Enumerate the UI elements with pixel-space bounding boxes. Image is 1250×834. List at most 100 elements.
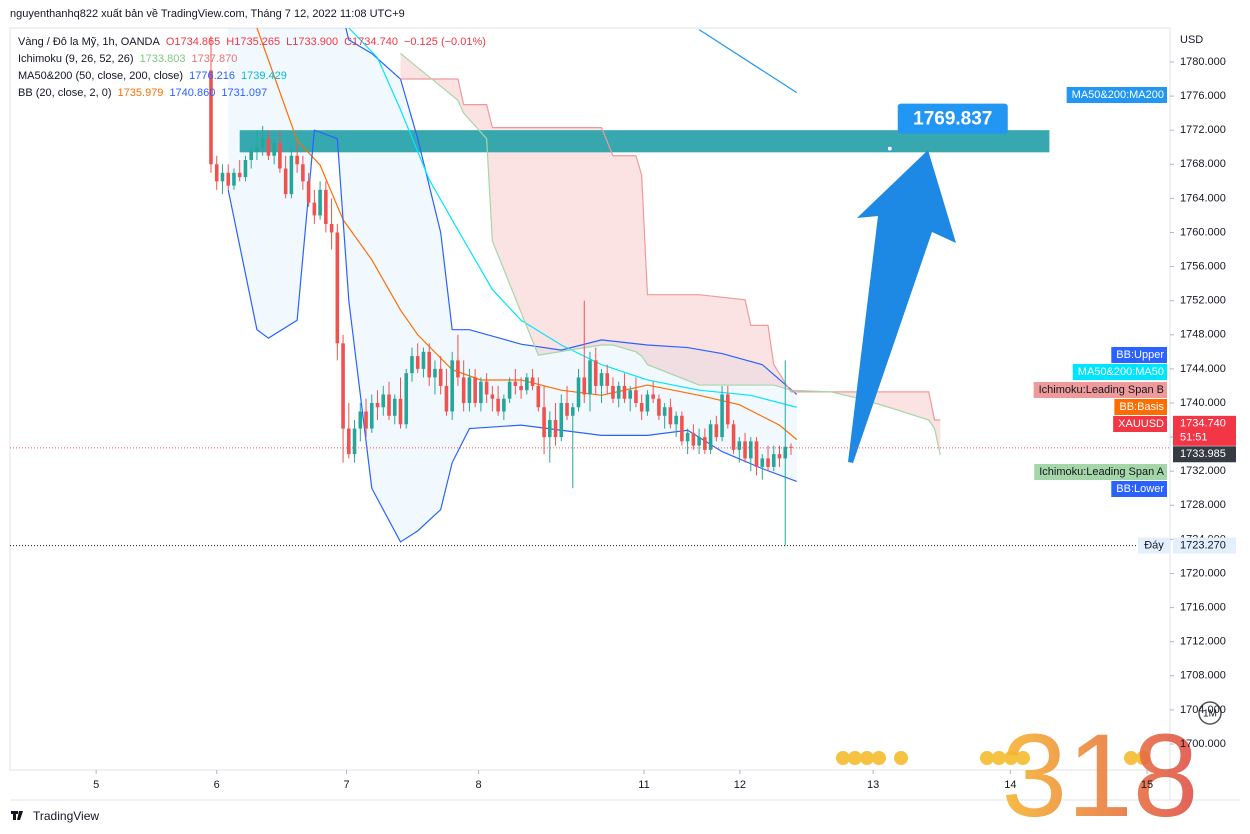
zone-rect <box>239 130 1050 153</box>
candle-body <box>289 155 294 195</box>
indicator-line <box>345 28 798 395</box>
candle-body <box>760 458 765 467</box>
candle-body <box>381 394 386 408</box>
candle-body <box>519 385 523 391</box>
y-tick-label: 1712.000 <box>1180 636 1226 648</box>
candle-body <box>743 441 747 459</box>
ichimoku-cloud <box>400 53 941 455</box>
x-tick-label: 15 <box>1141 779 1153 791</box>
low-tag <box>1173 537 1236 554</box>
candle-body <box>599 373 604 386</box>
candle-body <box>415 356 420 369</box>
series-tag <box>1072 364 1167 380</box>
series-tag <box>1033 382 1167 398</box>
candle-body <box>536 385 541 408</box>
bid-tag <box>1173 446 1236 463</box>
candle-body <box>582 377 587 395</box>
legend-line: BB (20, close, 2, 0) 1735.979 1740.860 1731… <box>18 87 267 99</box>
candle-body <box>616 385 621 399</box>
legend-value: H1735.265 <box>226 36 280 48</box>
candle-body <box>685 432 690 442</box>
candle-body <box>272 142 276 156</box>
candle-body <box>467 377 472 403</box>
legend-value: 1740.860 <box>169 87 215 99</box>
candle-body <box>237 172 242 178</box>
candle-body <box>542 407 546 438</box>
target-label: 1769.837 <box>913 109 992 130</box>
candle-body <box>260 138 265 148</box>
y-tick-label: 1720.000 <box>1180 567 1226 579</box>
candle-body <box>628 390 632 399</box>
legend-value: C1734.740 <box>344 36 398 48</box>
candle-body <box>766 458 770 467</box>
y-tick-label: 1708.000 <box>1180 670 1226 682</box>
event-icon <box>860 751 874 765</box>
legend-value: O1734.865 <box>166 36 220 48</box>
candle-body <box>209 70 213 165</box>
candle-body <box>697 437 701 446</box>
candle-body <box>548 420 552 438</box>
footer-brand: TradingView <box>33 809 99 823</box>
candle-body <box>456 360 460 378</box>
candle-body <box>461 377 466 403</box>
x-tick-label: 13 <box>867 779 879 791</box>
candle-body <box>651 394 655 399</box>
last-price-label: 1734.740 <box>1180 418 1226 430</box>
candle-body <box>318 189 322 216</box>
currency-label: USD <box>1180 34 1203 46</box>
candle-body <box>335 232 340 344</box>
series-tag <box>1034 464 1167 480</box>
candle-body <box>347 428 351 455</box>
x-tick-label: 7 <box>343 779 349 791</box>
legend-line: MA50&200 (50, close, 200, close) 1776.216… <box>18 70 287 82</box>
candle-body <box>674 415 678 425</box>
candle-body <box>421 351 426 369</box>
event-icon <box>992 751 1006 765</box>
candle-body <box>720 394 724 438</box>
candle-body <box>496 398 500 412</box>
publish-header: nguyenthanhq822 xuất bản về TradingView.… <box>10 8 405 20</box>
legend-value: L1733.900 <box>286 36 338 48</box>
candle-body <box>525 377 529 391</box>
y-tick-label: 1756.000 <box>1180 260 1226 272</box>
y-tick-label: 1704.000 <box>1180 704 1226 716</box>
candle-body <box>301 164 305 182</box>
candle-body <box>530 377 535 386</box>
candle-body <box>427 351 432 378</box>
y-tick-label: 1700.000 <box>1180 738 1226 750</box>
candle-body <box>484 381 489 395</box>
y-tick-label: 1776.000 <box>1180 90 1226 102</box>
y-tick-label: 1748.000 <box>1180 329 1226 341</box>
candle-body <box>387 394 391 416</box>
legend-name: MA50&200 (50, close, 200, close) <box>18 70 183 82</box>
target-point <box>886 145 893 152</box>
candle-body <box>329 223 334 233</box>
low-label: 1723.270 <box>1180 540 1226 552</box>
legend-value: 1776.216 <box>189 70 235 82</box>
y-tick-label: 1780.000 <box>1180 56 1226 68</box>
interval-label[interactable]: 1M <box>1203 709 1217 720</box>
y-tick-label: 1772.000 <box>1180 124 1226 136</box>
candle-body <box>341 343 345 429</box>
interval-button[interactable] <box>1198 701 1222 725</box>
candle-body <box>232 172 236 186</box>
candle-body <box>404 373 409 425</box>
candle-body <box>639 402 644 412</box>
x-tick-label: 14 <box>1004 779 1016 791</box>
legend-line: Vàng / Đô la Mỹ, 1h, OANDA O1734.865 H1735… <box>18 36 486 48</box>
candle-body <box>444 385 449 412</box>
event-icon <box>836 751 850 765</box>
series-tag <box>1111 481 1167 497</box>
candle-body <box>473 377 477 403</box>
symbol-tag <box>1113 416 1167 432</box>
event-icons <box>836 751 1150 765</box>
candle-body <box>255 147 259 152</box>
candle-body <box>731 424 736 450</box>
candle-body <box>570 407 575 416</box>
legend-value: 1733.803 <box>140 53 186 65</box>
candle-body <box>266 138 271 156</box>
candle-body <box>783 446 788 459</box>
countdown-label: 51:51 <box>1180 432 1208 444</box>
legend-name: BB (20, close, 2, 0) <box>18 87 112 99</box>
